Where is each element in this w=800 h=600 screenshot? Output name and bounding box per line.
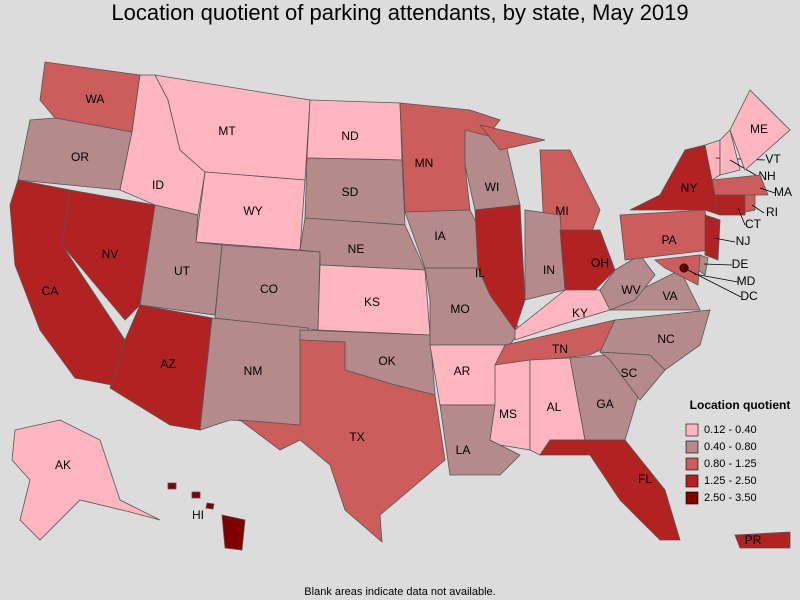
state-label: MD xyxy=(737,274,756,288)
state xyxy=(599,254,656,311)
state-label: KS xyxy=(364,295,380,309)
state-label: CA xyxy=(42,284,59,298)
legend-label: 0.12 - 0.40 xyxy=(704,424,757,436)
state xyxy=(167,482,246,551)
state-label: NC xyxy=(657,332,675,346)
state-label: OR xyxy=(71,150,89,164)
state xyxy=(719,129,741,176)
state-label: PA xyxy=(661,233,676,247)
leader-line xyxy=(713,237,736,243)
legend-swatch xyxy=(685,457,699,471)
state-label: MA xyxy=(774,185,792,199)
state xyxy=(238,339,446,543)
state-label: VA xyxy=(662,289,677,303)
state-label: OK xyxy=(378,354,395,368)
state-label: TN xyxy=(552,342,568,356)
state xyxy=(61,189,156,321)
leader-line xyxy=(693,273,739,283)
legend-label: 0.40 - 0.80 xyxy=(704,441,757,453)
state-label: SC xyxy=(621,366,638,380)
state xyxy=(704,214,721,261)
state-label: ND xyxy=(341,129,359,143)
state-label: SD xyxy=(342,185,359,199)
leader-line xyxy=(683,267,742,298)
state-label: NY xyxy=(681,181,698,195)
state xyxy=(653,254,701,286)
state xyxy=(714,194,746,216)
state-label: RI xyxy=(766,205,778,219)
state-label: GA xyxy=(596,397,613,411)
map-title: Location quotient of parking attendants,… xyxy=(111,0,688,25)
state-label: NH xyxy=(758,169,775,183)
state-label: LA xyxy=(456,443,471,457)
state-label: DC xyxy=(740,289,758,303)
legend-swatch xyxy=(685,423,699,437)
state-label: WI xyxy=(485,180,500,194)
legend-label: 2.50 - 3.50 xyxy=(704,492,757,504)
state xyxy=(559,229,616,301)
state-label: AL xyxy=(547,400,562,414)
state-label: WA xyxy=(86,92,105,106)
state-label: AK xyxy=(55,458,71,472)
state-label: PR xyxy=(745,533,762,547)
state-label: NV xyxy=(102,247,119,261)
state-label: IN xyxy=(543,263,555,277)
state xyxy=(489,359,531,451)
state-label: VT xyxy=(765,152,781,166)
state-label: IA xyxy=(434,229,445,243)
legend-label: 1.25 - 2.50 xyxy=(704,475,757,487)
state-label: UT xyxy=(174,264,191,278)
legend-swatch xyxy=(685,440,699,454)
state xyxy=(539,439,681,541)
state-label: ME xyxy=(750,122,768,136)
state-label: MO xyxy=(450,302,469,316)
state-label: WV xyxy=(621,283,640,297)
state-label: TX xyxy=(349,430,364,444)
state xyxy=(711,174,769,196)
state-label: DE xyxy=(732,257,749,271)
state-label: IL xyxy=(475,266,485,280)
state-label: MN xyxy=(415,156,434,170)
state-label: HI xyxy=(192,508,204,522)
footnote: Blank areas indicate data not available. xyxy=(304,586,495,598)
state-label: MT xyxy=(218,124,236,138)
state xyxy=(744,194,756,213)
state-label: NE xyxy=(348,242,365,256)
leader-line xyxy=(737,207,746,226)
state-label: NJ xyxy=(736,234,751,248)
state-label: KY xyxy=(572,306,588,320)
state-label: NM xyxy=(244,364,263,378)
legend-swatch xyxy=(685,474,699,488)
leader-line xyxy=(751,204,765,214)
leader-line xyxy=(759,187,776,194)
leader-line xyxy=(703,263,733,266)
states: WA OR CA NV ID MT WY UT CO AZ NM ND SD NE KS OK TX MN IA MO… xyxy=(9,61,792,551)
state-label: MS xyxy=(499,407,517,421)
legend-swatch xyxy=(685,491,699,505)
state xyxy=(734,531,791,549)
legend-label: 0.80 - 1.25 xyxy=(704,458,757,470)
state-label: FL xyxy=(638,472,652,486)
state-label: AR xyxy=(454,364,471,378)
legend-title: Location quotient xyxy=(690,398,791,412)
state xyxy=(17,117,133,191)
state xyxy=(729,89,791,171)
state-label: OH xyxy=(591,256,609,270)
state-label: CO xyxy=(260,282,278,296)
state xyxy=(524,209,566,301)
state-label: ID xyxy=(152,178,164,192)
state xyxy=(11,419,161,541)
state xyxy=(629,144,721,216)
state-label: AZ xyxy=(160,357,175,371)
state xyxy=(599,309,711,371)
state-label: CT xyxy=(745,217,762,231)
state-label: WY xyxy=(243,204,262,218)
